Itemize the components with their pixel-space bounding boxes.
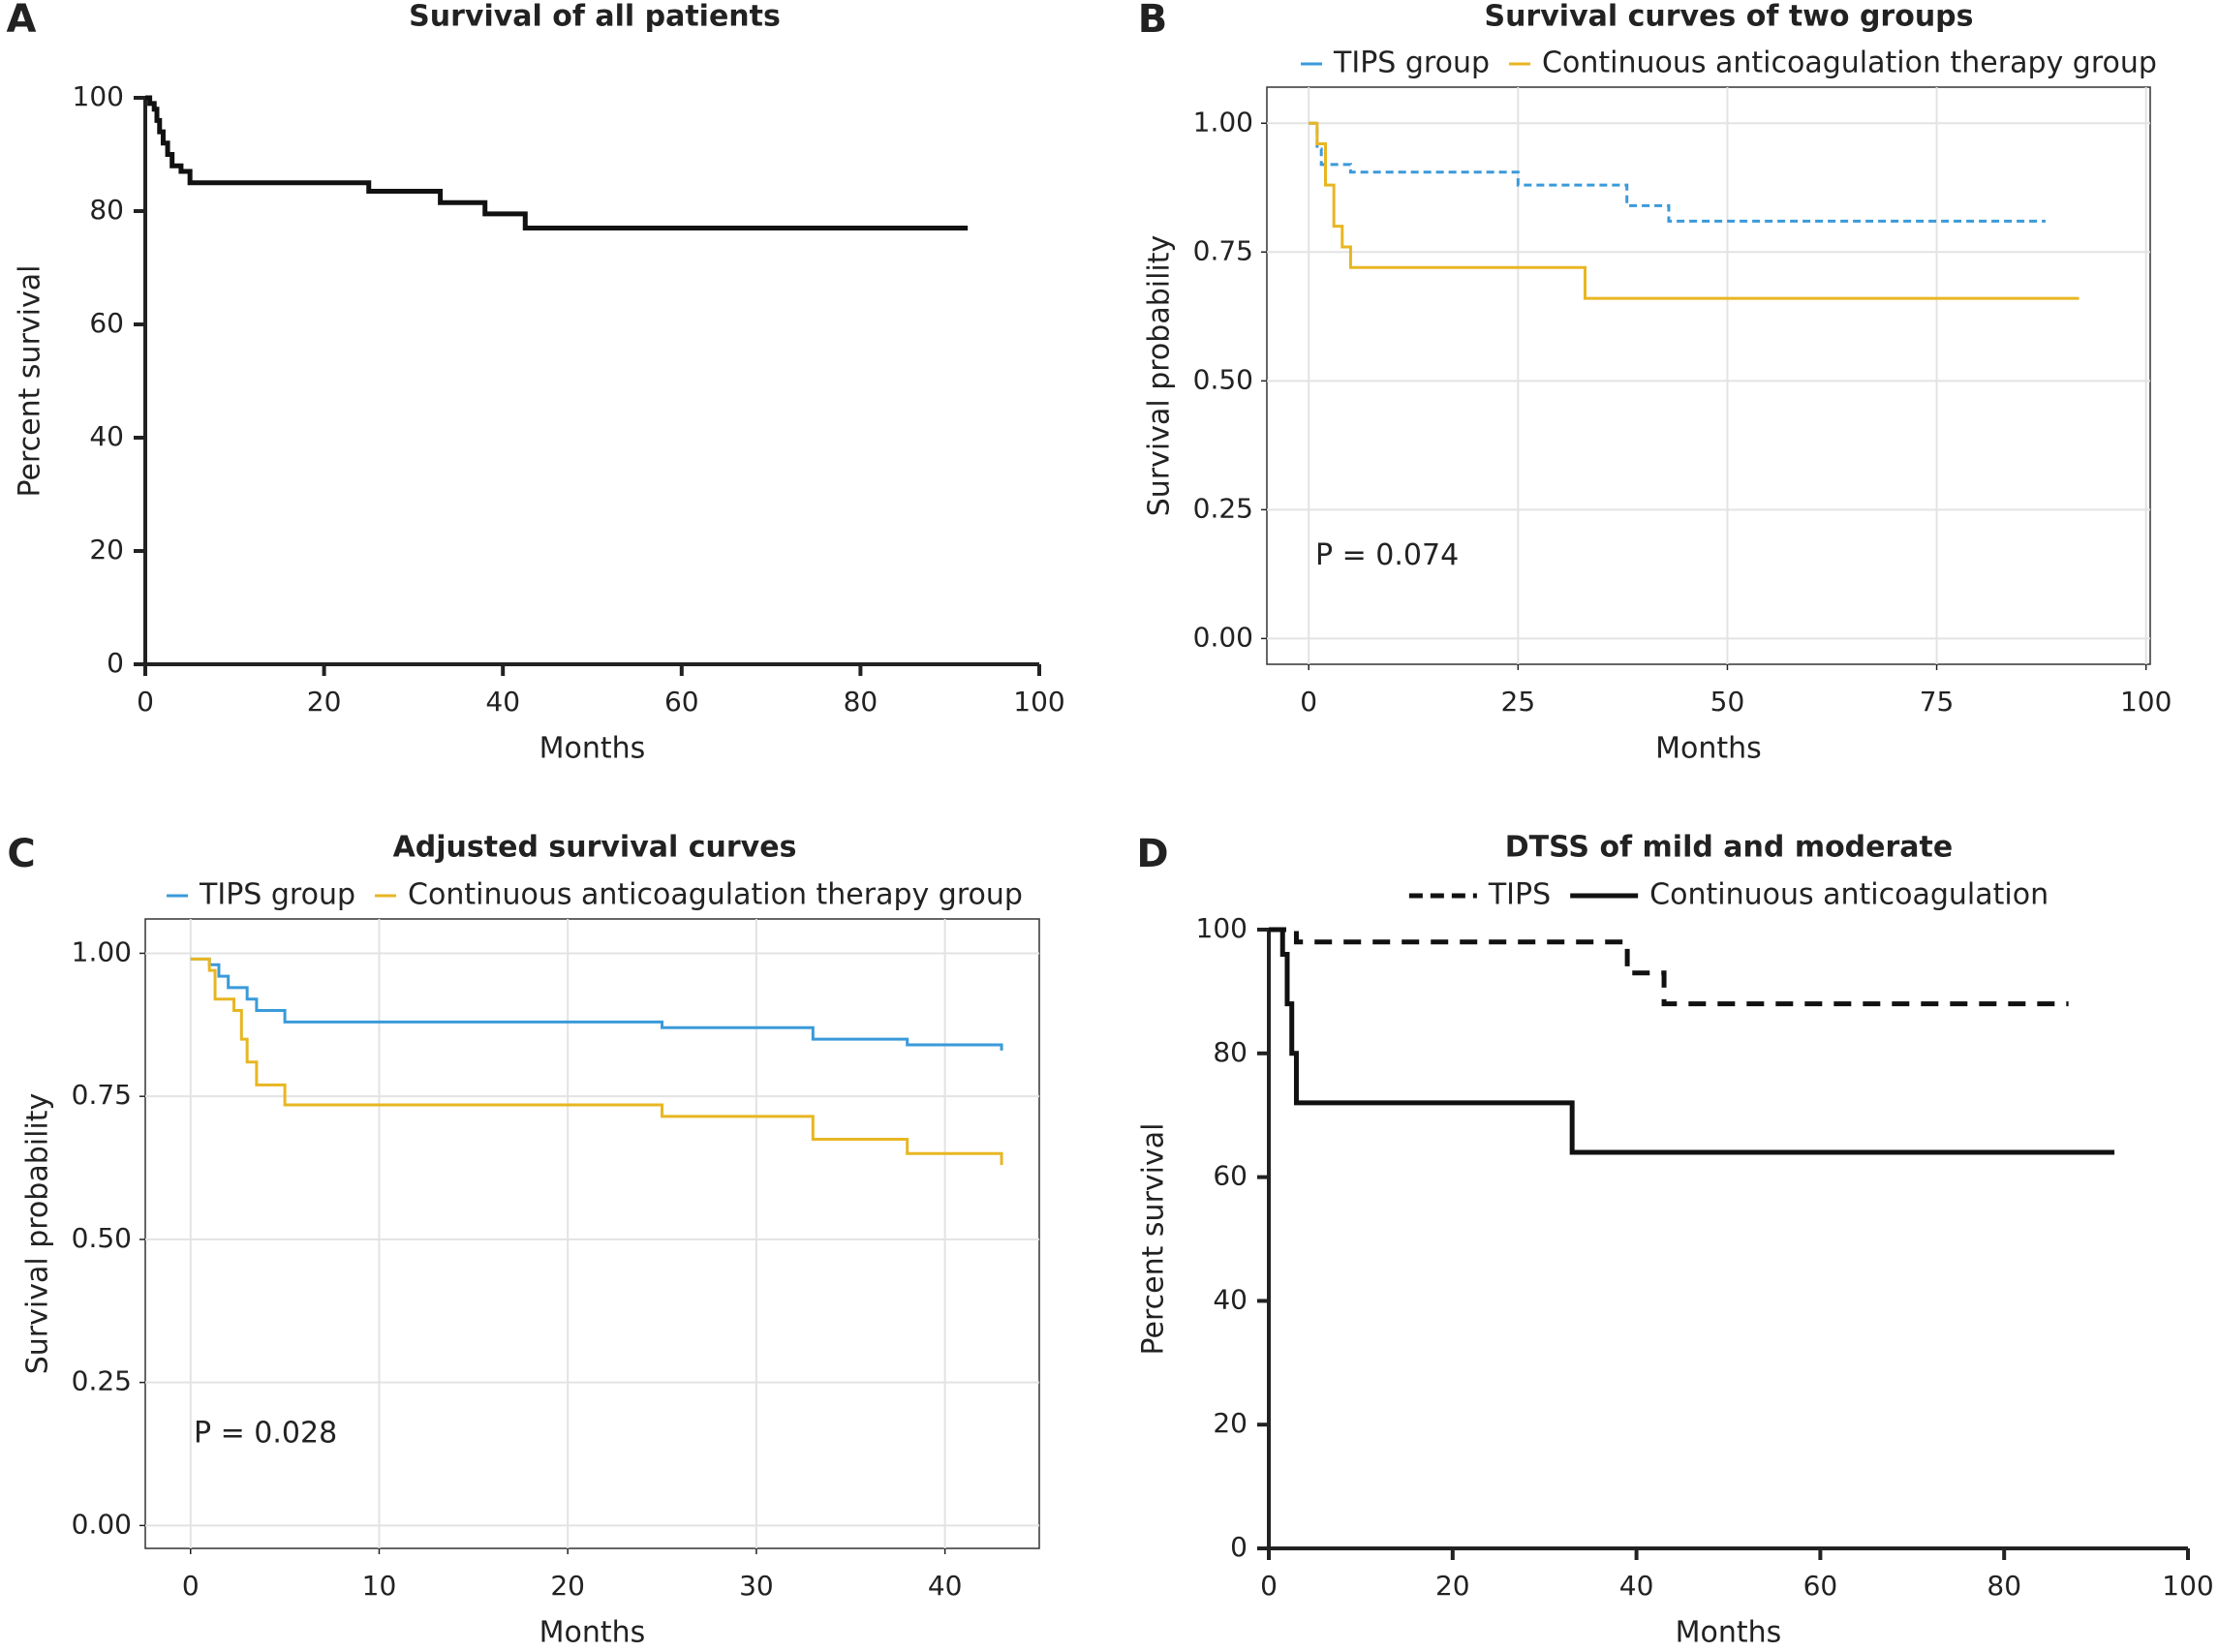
x-tick-label: 100: [2162, 1570, 2213, 1602]
x-tick-label: 20: [1435, 1570, 1470, 1602]
x-tick-label: 40: [928, 1570, 963, 1602]
y-tick-label: 60: [1213, 1160, 1248, 1192]
y-tick-label: 0.75: [72, 1079, 132, 1111]
x-tick-label: 75: [1920, 686, 1955, 718]
x-axis-label: Months: [1676, 1616, 1782, 1650]
x-tick-label: 30: [739, 1570, 774, 1602]
x-tick-label: 40: [1619, 1570, 1654, 1602]
y-axis-label: Percent survival: [1137, 1123, 1171, 1356]
x-tick-label: 0: [182, 1570, 200, 1602]
y-tick-label: 100: [73, 80, 124, 112]
x-tick-label: 100: [2120, 686, 2172, 718]
chart-title: Adjusted survival curves: [393, 831, 797, 865]
panel-letter: B: [1138, 0, 1168, 42]
x-axis-label: Months: [1655, 732, 1762, 766]
x-tick-label: 20: [550, 1570, 585, 1602]
chart-title: DTSS of mild and moderate: [1505, 831, 1953, 865]
x-tick-label: 80: [844, 686, 878, 718]
y-tick-label: 60: [89, 307, 124, 339]
x-tick-label: 40: [485, 686, 520, 718]
legend-label: TIPS group: [199, 878, 355, 912]
y-tick-label: 80: [89, 194, 124, 226]
y-axis-label: Survival probability: [21, 1093, 55, 1375]
y-tick-label: 1.00: [72, 935, 132, 967]
x-axis-label: Months: [539, 1616, 646, 1650]
y-tick-label: 100: [1196, 912, 1248, 944]
survival-curve: [190, 957, 1003, 1051]
survival-curve: [1309, 121, 2046, 223]
y-tick-label: 0.25: [72, 1365, 132, 1397]
x-tick-label: 20: [307, 686, 342, 718]
y-tick-label: 0.00: [72, 1508, 132, 1540]
y-tick-label: 1.00: [1193, 106, 1253, 138]
survival-curve: [1269, 927, 2069, 1007]
survival-curve: [1269, 927, 2115, 1155]
survival-curve: [1309, 121, 2079, 300]
y-axis-label: Percent survival: [14, 265, 47, 498]
x-tick-label: 100: [1013, 686, 1064, 718]
y-tick-label: 0: [1230, 1531, 1248, 1563]
x-tick-label: 0: [1300, 686, 1317, 718]
x-tick-label: 25: [1501, 686, 1536, 718]
x-axis-label: Months: [539, 732, 646, 766]
legend-label: Continuous anticoagulation therapy group: [1542, 46, 2157, 80]
x-tick-label: 0: [137, 686, 154, 718]
legend-label: TIPS group: [1333, 46, 1490, 80]
chart-title: Survival curves of two groups: [1484, 0, 1973, 34]
chart-title: Survival of all patients: [409, 0, 781, 34]
x-tick-label: 60: [1803, 1570, 1838, 1602]
y-tick-label: 0.50: [1193, 363, 1253, 395]
plot-frame: [144, 918, 1040, 1549]
y-tick-label: 0.25: [1193, 492, 1253, 524]
x-tick-label: 60: [664, 686, 699, 718]
survival-curve: [190, 957, 1003, 1166]
legend-label: Continuous anticoagulation: [1649, 878, 2049, 912]
panel-letter: D: [1136, 832, 1168, 876]
y-tick-label: 0.00: [1193, 621, 1253, 653]
y-tick-label: 20: [89, 534, 124, 566]
plot-frame: [1266, 86, 2151, 665]
p-value: P = 0.028: [194, 1416, 337, 1450]
survival-curve: [145, 95, 969, 231]
y-tick-label: 0: [107, 647, 124, 679]
y-tick-label: 0.75: [1193, 234, 1253, 266]
x-tick-label: 0: [1260, 1570, 1278, 1602]
y-axis-label: Survival probability: [1143, 235, 1177, 517]
x-tick-label: 10: [362, 1570, 397, 1602]
x-tick-label: 50: [1710, 686, 1745, 718]
p-value: P = 0.074: [1315, 538, 1459, 572]
x-tick-label: 80: [1987, 1570, 2021, 1602]
y-tick-label: 20: [1213, 1407, 1248, 1439]
y-tick-label: 0.50: [72, 1222, 132, 1254]
legend-label: TIPS: [1488, 878, 1551, 912]
panel-letter: C: [7, 832, 35, 876]
y-tick-label: 40: [89, 420, 124, 452]
legend-label: Continuous anticoagulation therapy group: [408, 878, 1023, 912]
y-tick-label: 40: [1213, 1283, 1248, 1315]
y-tick-label: 80: [1213, 1036, 1248, 1068]
panel-letter: A: [7, 0, 37, 42]
